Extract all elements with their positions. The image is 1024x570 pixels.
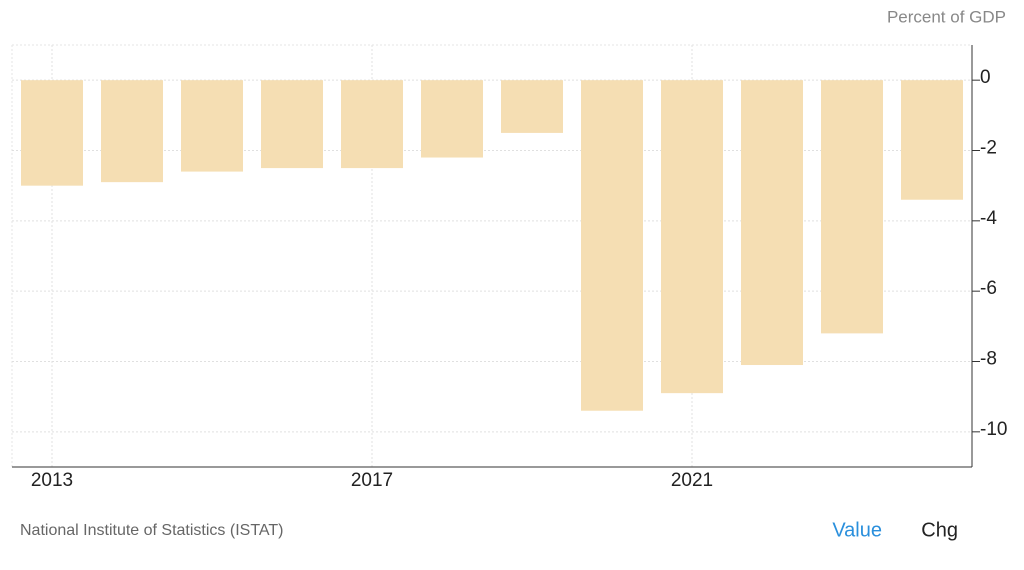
- bar: [261, 80, 323, 169]
- x-tick-label: 2013: [31, 470, 73, 491]
- y-tick-label: 0: [980, 67, 991, 88]
- bar: [901, 80, 963, 200]
- bar: [741, 80, 803, 366]
- y-tick-label: -6: [980, 278, 997, 299]
- y-tick-label: -10: [980, 419, 1007, 440]
- bar: [661, 80, 723, 394]
- bar: [581, 80, 643, 411]
- bar: [501, 80, 563, 133]
- x-tick-label: 2017: [351, 470, 393, 491]
- bar: [181, 80, 243, 172]
- bar: [101, 80, 163, 183]
- y-tick-label: -4: [980, 208, 997, 229]
- bar: [421, 80, 483, 158]
- chg-tab[interactable]: Chg: [921, 519, 958, 541]
- source: National Institute of Statistics (ISTAT): [20, 522, 284, 539]
- x-tick-label: 2021: [671, 470, 713, 491]
- bar: [21, 80, 83, 186]
- value-tab[interactable]: Value: [832, 519, 882, 541]
- bar: [821, 80, 883, 334]
- bar: [341, 80, 403, 169]
- y-tick-label: -8: [980, 349, 997, 370]
- y-axis-label: Percent of GDP: [887, 7, 1006, 26]
- y-tick-label: -2: [980, 138, 997, 159]
